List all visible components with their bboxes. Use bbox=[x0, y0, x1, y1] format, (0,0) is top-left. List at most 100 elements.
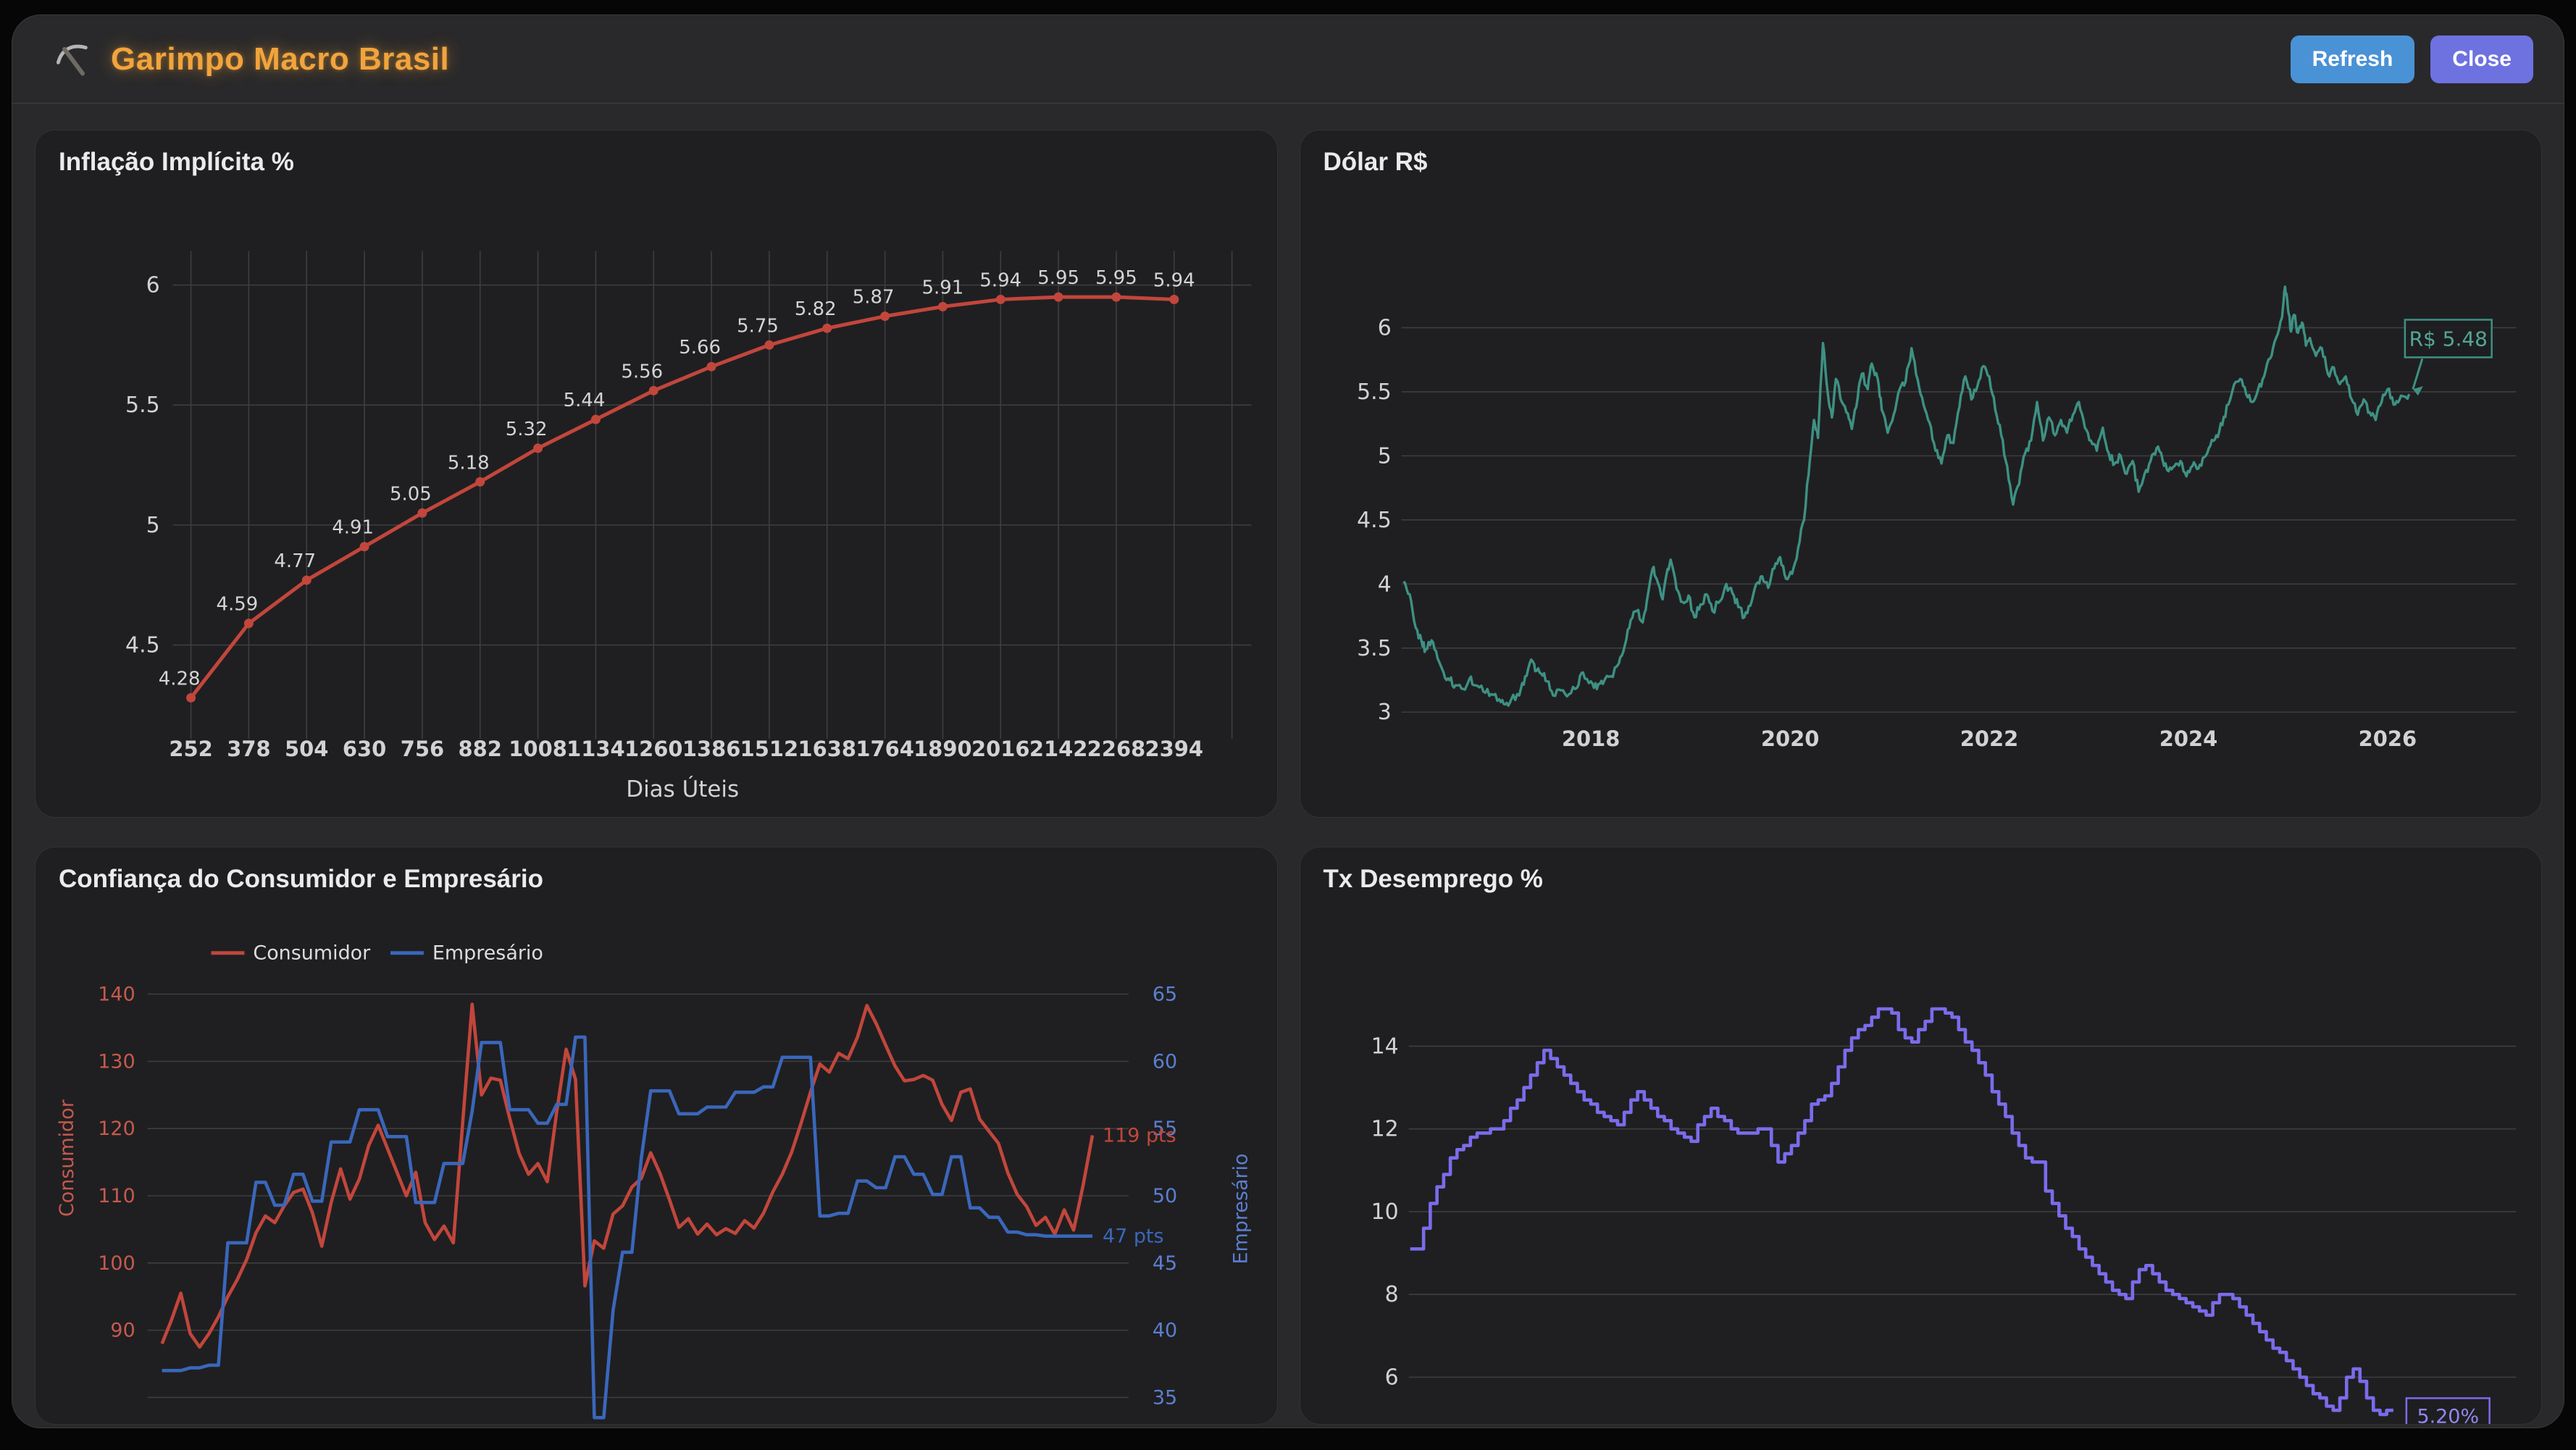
svg-text:1512: 1512 bbox=[740, 737, 799, 761]
svg-text:5.20%: 5.20% bbox=[2417, 1405, 2479, 1425]
svg-text:Consumidor: Consumidor bbox=[253, 942, 371, 965]
svg-text:2020: 2020 bbox=[1760, 726, 1819, 751]
chart-title-desemprego: Tx Desemprego % bbox=[1323, 865, 1543, 893]
svg-text:1260: 1260 bbox=[624, 737, 683, 761]
confianca-series-Empresário bbox=[162, 1035, 1093, 1420]
svg-text:50: 50 bbox=[1153, 1185, 1177, 1207]
svg-text:47 pts: 47 pts bbox=[1103, 1225, 1164, 1248]
inflacao-series bbox=[189, 295, 1174, 699]
svg-text:Empresário: Empresário bbox=[432, 942, 543, 965]
svg-text:2142: 2142 bbox=[1029, 737, 1088, 761]
svg-text:4.59: 4.59 bbox=[217, 594, 259, 616]
svg-text:5.5: 5.5 bbox=[125, 393, 160, 418]
svg-text:5.87: 5.87 bbox=[853, 287, 895, 309]
svg-text:5.32: 5.32 bbox=[506, 419, 548, 440]
svg-text:630: 630 bbox=[343, 737, 386, 761]
svg-text:60: 60 bbox=[1153, 1050, 1177, 1073]
svg-text:5.95: 5.95 bbox=[1095, 267, 1137, 289]
svg-text:4: 4 bbox=[1377, 571, 1391, 597]
svg-text:1890: 1890 bbox=[913, 737, 972, 761]
svg-text:1134: 1134 bbox=[566, 737, 625, 761]
svg-text:5.66: 5.66 bbox=[679, 337, 721, 359]
svg-text:55: 55 bbox=[1153, 1118, 1177, 1140]
card-desemprego: Tx Desemprego % 14 12 10 8 6 5.20% bbox=[1299, 847, 2542, 1425]
svg-text:4.77: 4.77 bbox=[274, 550, 316, 572]
charts-grid: Inflação Implícita % 6 5.5 5 4.5 252 378 504 63… bbox=[12, 104, 2564, 1428]
dolar-chart: 6 5.5 5 4.5 4 3.5 3 2018 2020 2022 2024 2026 R$ 5.48 bbox=[1357, 285, 2517, 751]
svg-text:1008: 1008 bbox=[509, 737, 567, 761]
confianca-chart: 140 130 120 110 100 90 65 60 55 50 45 40 35 Consumido… bbox=[56, 942, 1253, 1420]
svg-text:119 pts: 119 pts bbox=[1103, 1124, 1176, 1147]
svg-text:110: 110 bbox=[98, 1185, 135, 1207]
header-actions: Refresh Close bbox=[2290, 35, 2533, 83]
svg-text:12: 12 bbox=[1371, 1117, 1398, 1142]
chart-title-dolar: Dólar R$ bbox=[1323, 148, 1428, 176]
svg-text:Dias Úteis: Dias Úteis bbox=[626, 776, 739, 802]
svg-text:Empresário: Empresário bbox=[1230, 1153, 1253, 1264]
svg-text:252: 252 bbox=[169, 737, 212, 761]
svg-text:35: 35 bbox=[1153, 1386, 1177, 1409]
svg-text:5.94: 5.94 bbox=[1153, 269, 1195, 291]
svg-text:1638: 1638 bbox=[798, 737, 856, 761]
svg-text:40: 40 bbox=[1153, 1320, 1177, 1342]
svg-text:6: 6 bbox=[1377, 315, 1391, 340]
svg-text:6: 6 bbox=[146, 273, 160, 298]
app-window: Garimpo Macro Brasil Refresh Close Infla… bbox=[12, 14, 2564, 1428]
dolar-series bbox=[1402, 285, 2410, 707]
inflacao-chart: 6 5.5 5 4.5 252 378 504 630 756 882 1008 1134 1260 13… bbox=[125, 251, 1252, 802]
svg-text:45: 45 bbox=[1153, 1252, 1177, 1275]
svg-text:2394: 2394 bbox=[1145, 737, 1204, 761]
confianca-series-Consumidor bbox=[160, 1002, 1095, 1349]
close-button[interactable]: Close bbox=[2430, 35, 2533, 83]
pickaxe-icon bbox=[56, 44, 88, 75]
refresh-button[interactable]: Refresh bbox=[2290, 35, 2415, 83]
svg-text:14: 14 bbox=[1371, 1034, 1398, 1059]
svg-text:100: 100 bbox=[98, 1252, 135, 1275]
svg-text:90: 90 bbox=[110, 1320, 135, 1342]
svg-text:5: 5 bbox=[146, 513, 160, 538]
svg-text:5.44: 5.44 bbox=[564, 390, 606, 411]
svg-text:5.95: 5.95 bbox=[1037, 267, 1079, 289]
desemprego-series bbox=[1410, 1007, 2393, 1417]
svg-text:4.5: 4.5 bbox=[1357, 508, 1392, 533]
svg-text:2026: 2026 bbox=[2358, 726, 2417, 751]
svg-text:5.82: 5.82 bbox=[795, 298, 837, 320]
svg-text:140: 140 bbox=[98, 984, 135, 1006]
svg-text:3: 3 bbox=[1377, 700, 1391, 725]
svg-text:5: 5 bbox=[1377, 443, 1391, 469]
svg-text:10: 10 bbox=[1371, 1199, 1398, 1225]
svg-text:5.18: 5.18 bbox=[448, 452, 490, 474]
svg-text:378: 378 bbox=[227, 737, 270, 761]
svg-text:Consumidor: Consumidor bbox=[56, 1099, 78, 1217]
card-dolar: Dólar R$ 6 5.5 5 4.5 4 3.5 3 2018 2020 2022 2024 20… bbox=[1299, 130, 2542, 818]
chart-title-confianca: Confiança do Consumidor e Empresário bbox=[59, 865, 543, 893]
svg-text:5.5: 5.5 bbox=[1357, 380, 1392, 405]
svg-text:2024: 2024 bbox=[2159, 726, 2217, 751]
svg-text:4.5: 4.5 bbox=[125, 633, 160, 658]
svg-text:504: 504 bbox=[285, 737, 328, 761]
header-bar: Garimpo Macro Brasil Refresh Close bbox=[12, 15, 2564, 104]
svg-text:2022: 2022 bbox=[1960, 726, 2018, 751]
svg-text:4.28: 4.28 bbox=[159, 668, 201, 690]
svg-text:756: 756 bbox=[401, 737, 444, 761]
card-confianca: Confiança do Consumidor e Empresário 140… bbox=[35, 847, 1278, 1425]
desemprego-chart: 14 12 10 8 6 5.20% bbox=[1371, 1007, 2517, 1425]
svg-text:130: 130 bbox=[98, 1050, 135, 1073]
svg-text:1386: 1386 bbox=[682, 737, 741, 761]
svg-text:4.91: 4.91 bbox=[332, 517, 374, 539]
svg-text:120: 120 bbox=[98, 1118, 135, 1140]
svg-text:5.91: 5.91 bbox=[922, 277, 964, 298]
chart-title-inflacao: Inflação Implícita % bbox=[59, 148, 294, 176]
svg-text:6: 6 bbox=[1384, 1365, 1398, 1390]
svg-text:3.5: 3.5 bbox=[1357, 636, 1392, 661]
page-title: Garimpo Macro Brasil bbox=[111, 41, 450, 77]
svg-text:R$ 5.48: R$ 5.48 bbox=[2409, 327, 2487, 351]
svg-text:5.75: 5.75 bbox=[737, 315, 779, 337]
svg-text:2268: 2268 bbox=[1087, 737, 1146, 761]
svg-text:1764: 1764 bbox=[856, 737, 914, 761]
svg-text:8: 8 bbox=[1384, 1282, 1398, 1307]
svg-text:5.94: 5.94 bbox=[979, 269, 1021, 291]
card-inflacao: Inflação Implícita % 6 5.5 5 4.5 252 378 504 63… bbox=[35, 130, 1278, 818]
svg-text:2016: 2016 bbox=[971, 737, 1030, 761]
dolar-value-annotation bbox=[2404, 319, 2493, 359]
